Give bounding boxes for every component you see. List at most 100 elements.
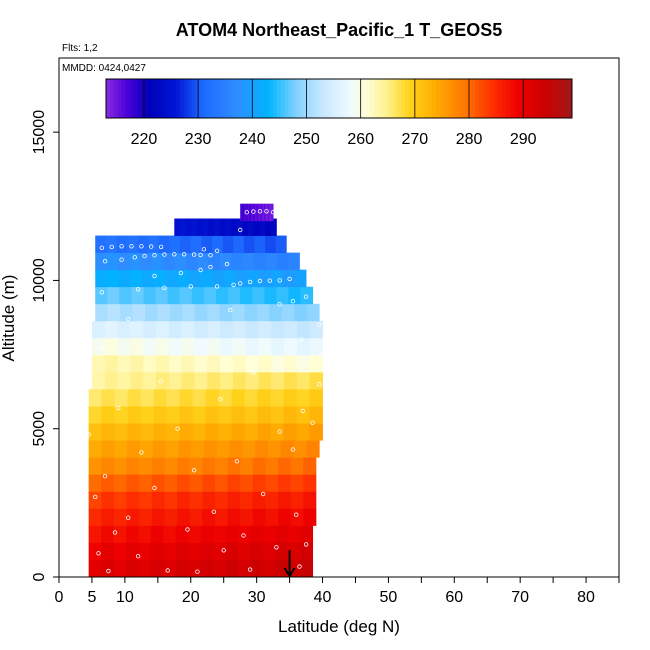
heatmap-cell	[258, 203, 261, 222]
heatmap-cell	[165, 269, 178, 288]
heatmap-cell	[88, 406, 103, 424]
colorbar-segment	[346, 79, 352, 118]
y-tick-label: 5000	[31, 411, 48, 447]
heatmap-cell	[168, 354, 183, 373]
colorbar-segment	[478, 79, 484, 118]
heatmap-cell	[207, 337, 221, 356]
heatmap-cell	[254, 235, 266, 254]
heatmap-cell	[220, 372, 234, 390]
colorbar-segment	[106, 79, 111, 118]
heatmap-cell	[247, 269, 260, 288]
heatmap-cell	[104, 372, 118, 390]
heatmap-cell	[179, 218, 187, 236]
heatmap-cell	[178, 440, 192, 458]
colorbar-segment	[537, 79, 542, 118]
sample-point	[106, 568, 111, 574]
x-tick-label: 60	[445, 589, 463, 606]
colorbar-segment	[164, 79, 169, 118]
heatmap-cell	[137, 235, 149, 254]
heatmap-cell	[207, 372, 221, 390]
heatmap-cell	[231, 218, 238, 236]
sample-point	[231, 282, 236, 288]
sample-point	[251, 209, 256, 214]
colorbar-segment	[183, 79, 189, 118]
heatmap-cell	[179, 286, 193, 305]
heatmap-cell	[233, 235, 245, 254]
heatmap-cell	[125, 542, 139, 560]
heatmap-cell	[88, 508, 102, 526]
sample-point	[181, 252, 187, 257]
heatmap-cell	[257, 406, 271, 424]
heatmap-cell	[88, 542, 102, 560]
colorbar-segment	[443, 79, 449, 118]
heatmap-cell	[296, 423, 310, 441]
sample-point	[102, 259, 108, 264]
heatmap-cell	[140, 252, 153, 271]
sample-point	[208, 252, 213, 258]
colorbar-segment	[362, 79, 367, 118]
colorbar-frame	[105, 78, 573, 119]
heatmap-cell	[265, 508, 279, 526]
sample-point	[234, 459, 240, 464]
heatmap-cell	[283, 389, 297, 407]
colorbar-segment	[175, 79, 181, 118]
heatmap-cell	[166, 389, 180, 407]
sample-point	[277, 429, 282, 434]
heatmap-cell	[262, 559, 276, 578]
sample-point	[237, 227, 243, 233]
heatmap-cell	[290, 491, 304, 509]
heatmap-cell	[213, 559, 226, 578]
heatmap-cell	[164, 508, 178, 526]
heatmap-cell	[132, 303, 146, 322]
heatmap-cell	[153, 423, 167, 441]
heatmap-cell	[163, 525, 177, 543]
heatmap-cell	[278, 474, 292, 492]
sample-point	[185, 527, 190, 532]
heatmap-cell	[262, 203, 265, 222]
sample-point	[303, 294, 309, 299]
colorbar-segment	[140, 79, 146, 118]
heatmap-cell	[95, 286, 108, 305]
heatmap-cell	[270, 389, 284, 407]
heatmap-cell	[296, 372, 311, 390]
colorbar-segment	[288, 79, 293, 118]
heatmap-cell	[213, 542, 226, 560]
heatmap-cell	[278, 457, 292, 475]
heatmap-cell	[231, 252, 244, 271]
heatmap-cell	[240, 457, 254, 475]
colorbar-segment	[125, 79, 130, 118]
heatmap-cell	[300, 286, 314, 305]
heatmap-cell	[169, 303, 183, 322]
heatmap-cell	[287, 542, 301, 560]
colorbar-segment	[502, 79, 507, 118]
heatmap-cell	[225, 525, 239, 543]
heatmap-cell	[189, 457, 203, 475]
sample-point	[251, 370, 256, 375]
colorbar-segment	[447, 79, 453, 118]
colorbar-segment	[505, 79, 511, 118]
heatmap-cell	[231, 389, 245, 407]
colorbar-segment	[393, 79, 398, 118]
x-tick-label: 70	[511, 589, 529, 606]
sample-point	[277, 278, 282, 283]
colorbar-segment	[517, 79, 523, 118]
heatmap-cell	[228, 286, 241, 305]
location-arrow-icon	[283, 550, 296, 578]
heatmap-cell	[222, 235, 234, 254]
colorbar-segment	[230, 79, 235, 118]
colorbar-segment	[206, 79, 212, 118]
arrow-head	[283, 567, 296, 578]
colorbar-segment	[525, 79, 530, 118]
heatmap-cell	[131, 286, 144, 305]
heatmap-cell	[203, 286, 217, 305]
heatmap-cell	[276, 252, 289, 271]
heatmap-cell	[181, 372, 195, 390]
heatmap-cell	[151, 474, 165, 492]
colorbar-segment	[311, 79, 317, 118]
heatmap-cell	[113, 542, 127, 560]
heatmap-cell	[271, 320, 285, 339]
heatmap-cell	[252, 474, 266, 492]
heatmap-cell	[127, 389, 142, 407]
heatmap-cell	[194, 337, 208, 356]
